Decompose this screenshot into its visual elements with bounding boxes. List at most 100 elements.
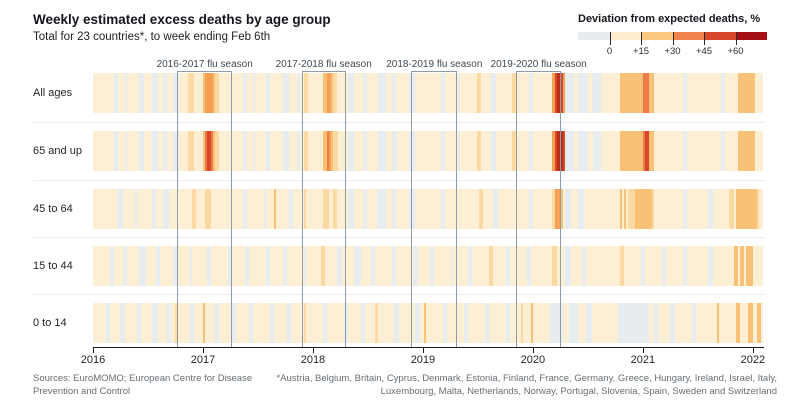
- heat-cell: [533, 303, 551, 343]
- row-separator: [33, 122, 765, 123]
- heat-cell: [192, 246, 207, 286]
- heat-cell: [168, 189, 180, 229]
- heat-cell: [649, 303, 654, 343]
- heat-cell: [158, 73, 163, 113]
- heat-cell: [423, 303, 426, 343]
- heat-cell: [565, 73, 574, 113]
- heat-cell: [417, 246, 431, 286]
- heat-cell: [489, 246, 494, 286]
- heat-cell: [489, 303, 507, 343]
- heat-cell: [552, 246, 557, 286]
- heat-cell: [737, 246, 740, 286]
- heat-cell: [577, 131, 589, 171]
- page-subtitle: Total for 23 countries*, to week ending …: [33, 31, 271, 43]
- heat-cell: [265, 73, 271, 113]
- heat-cell: [740, 246, 745, 286]
- heat-cell: [482, 189, 494, 229]
- heat-cell: [413, 246, 418, 286]
- heat-cell: [592, 303, 601, 343]
- heat-cell: [326, 73, 332, 113]
- axis-tick: [642, 348, 644, 353]
- heat-cell: [733, 189, 736, 229]
- heat-cell: [322, 73, 327, 113]
- heat-cell: [162, 131, 167, 171]
- flu-season-box: [516, 71, 561, 348]
- heat-cell: [573, 131, 578, 171]
- heat-cell: [761, 303, 764, 343]
- heat-cell: [565, 189, 572, 229]
- heat-cell: [170, 303, 176, 343]
- heat-cell: [459, 73, 477, 113]
- row-label: All ages: [33, 87, 73, 99]
- heat-cell: [337, 246, 342, 286]
- heat-cell: [118, 189, 123, 229]
- axis-tick: [752, 348, 754, 353]
- heat-cell: [105, 303, 110, 343]
- heat-cell: [683, 189, 688, 229]
- heat-cell: [324, 246, 338, 286]
- heat-cell: [718, 303, 736, 343]
- heat-cell: [533, 189, 553, 229]
- heat-cell: [206, 131, 212, 171]
- heat-cell: [173, 131, 180, 171]
- heat-cell: [562, 303, 570, 343]
- heat-cell: [156, 246, 161, 286]
- heat-cell: [577, 189, 585, 229]
- heat-cell: [177, 246, 190, 286]
- heat-cell: [367, 131, 378, 171]
- heat-cell: [674, 303, 692, 343]
- heat-cell: [139, 246, 146, 286]
- heat-cell: [152, 303, 159, 343]
- heat-cell: [600, 246, 620, 286]
- heat-cell: [377, 303, 395, 343]
- heat-cell: [263, 189, 266, 229]
- heat-cell: [166, 303, 171, 343]
- heat-cell: [440, 189, 445, 229]
- heat-cell: [122, 189, 136, 229]
- heat-cell: [337, 189, 348, 229]
- heat-cell: [563, 131, 566, 171]
- heat-cell: [592, 131, 601, 171]
- heat-cell: [326, 131, 330, 171]
- heat-cell: [122, 246, 127, 286]
- legend-tick: [672, 32, 674, 45]
- heat-cell: [322, 131, 327, 171]
- heat-cell: [253, 73, 256, 113]
- heat-cell: [510, 303, 521, 343]
- heat-cell: [472, 246, 490, 286]
- heat-cell: [725, 73, 736, 113]
- heat-cell: [645, 131, 650, 171]
- heat-cell: [621, 189, 625, 229]
- heat-cell: [457, 73, 460, 113]
- heat-cell: [640, 246, 646, 286]
- heat-cell: [219, 73, 235, 113]
- heat-cell: [423, 73, 441, 113]
- heat-cell: [211, 246, 228, 286]
- heat-cell: [291, 303, 304, 343]
- heat-cell: [577, 303, 587, 343]
- heat-cell: [662, 246, 667, 286]
- heat-cell: [202, 131, 205, 171]
- heat-cell: [752, 246, 764, 286]
- heat-cell: [552, 131, 555, 171]
- heat-cell: [109, 246, 115, 286]
- heat-cell: [253, 131, 256, 171]
- heat-cell: [320, 246, 325, 286]
- axis-year-label: 2018: [300, 354, 326, 366]
- heat-row-45-to-64: [93, 189, 764, 229]
- heat-cell: [396, 246, 414, 286]
- heat-cell: [735, 73, 738, 113]
- heat-cell: [265, 246, 271, 286]
- heat-cell: [343, 303, 348, 343]
- heat-cell: [232, 303, 237, 343]
- legend-color-segment: [609, 32, 641, 40]
- heat-cell: [758, 189, 764, 229]
- heat-cell: [516, 73, 530, 113]
- heat-cell: [735, 131, 738, 171]
- heat-cell: [196, 189, 205, 229]
- heat-cell: [211, 131, 214, 171]
- heat-cell: [444, 131, 458, 171]
- heat-cell: [687, 73, 722, 113]
- heat-cell: [476, 73, 481, 113]
- axis-tick: [422, 348, 424, 353]
